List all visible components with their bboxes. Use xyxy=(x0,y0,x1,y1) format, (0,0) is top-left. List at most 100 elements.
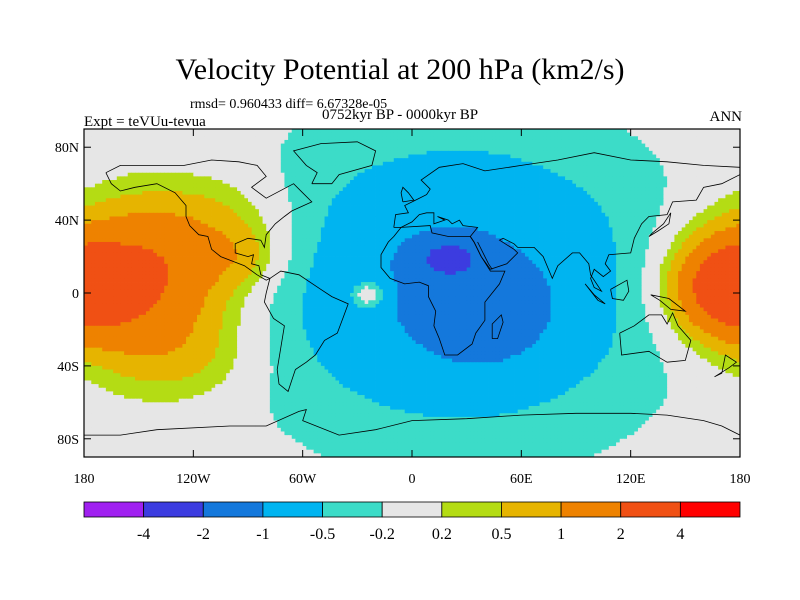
field-cell xyxy=(397,194,402,199)
field-cell xyxy=(707,136,712,141)
field-cell xyxy=(94,172,99,177)
field-cell xyxy=(652,143,657,148)
field-cell xyxy=(627,150,632,155)
field-cell xyxy=(320,158,325,163)
field-cell xyxy=(386,154,391,159)
field-cell xyxy=(200,169,205,174)
field-cell xyxy=(404,209,409,214)
field-cell xyxy=(269,227,274,232)
field-cell xyxy=(477,176,482,181)
field-cell xyxy=(175,194,180,199)
field-cell xyxy=(386,187,391,192)
field-cell xyxy=(120,172,125,177)
field-cell xyxy=(572,143,577,148)
field-cell xyxy=(412,139,417,144)
field-cell xyxy=(412,132,417,137)
field-cell xyxy=(539,194,544,199)
field-cell xyxy=(484,198,489,203)
field-cell xyxy=(721,194,726,199)
field-cell xyxy=(357,198,362,203)
field-cell xyxy=(652,176,657,181)
field-cell xyxy=(441,194,446,199)
field-cell xyxy=(499,165,504,170)
field-cell xyxy=(218,223,223,228)
field-cell xyxy=(222,180,227,185)
field-cell xyxy=(641,209,646,214)
field-cell xyxy=(309,187,314,192)
field-cell xyxy=(495,190,500,195)
field-cell xyxy=(612,198,617,203)
field-cell xyxy=(142,180,147,185)
field-cell xyxy=(452,176,457,181)
field-cell xyxy=(288,205,293,210)
field-cell xyxy=(364,187,369,192)
field-cell xyxy=(306,129,311,134)
field-cell xyxy=(105,176,110,181)
field-cell xyxy=(313,147,318,152)
field-cell xyxy=(102,139,107,144)
field-cell xyxy=(306,205,311,210)
field-cell xyxy=(678,180,683,185)
field-cell xyxy=(546,180,551,185)
field-cell xyxy=(543,150,548,155)
field-cell xyxy=(346,158,351,163)
field-cell xyxy=(590,132,595,137)
field-cell xyxy=(379,143,384,148)
field-cell xyxy=(444,180,449,185)
field-cell xyxy=(412,172,417,177)
field-cell xyxy=(444,150,449,155)
field-cell xyxy=(193,158,198,163)
field-cell xyxy=(320,216,325,221)
field-cell xyxy=(295,183,300,188)
field-cell xyxy=(568,190,573,195)
field-cell xyxy=(350,150,355,155)
field-cell xyxy=(175,132,180,137)
field-cell xyxy=(299,201,304,206)
field-cell xyxy=(426,150,431,155)
field-cell xyxy=(535,201,540,206)
field-cell xyxy=(91,161,96,166)
field-cell xyxy=(226,198,231,203)
field-cell xyxy=(659,143,664,148)
field-cell xyxy=(535,172,540,177)
field-cell xyxy=(160,136,165,141)
field-cell xyxy=(207,169,212,174)
field-cell xyxy=(335,212,340,217)
field-cell xyxy=(320,150,325,155)
field-cell xyxy=(484,147,489,152)
field-cell xyxy=(284,132,289,137)
field-cell xyxy=(266,227,271,232)
field-cell xyxy=(616,212,621,217)
field-cell xyxy=(211,198,216,203)
field-cell xyxy=(320,187,325,192)
field-cell xyxy=(524,198,530,203)
field-cell xyxy=(84,139,89,144)
field-cell xyxy=(324,180,329,185)
field-cell xyxy=(269,176,274,181)
field-cell xyxy=(390,183,395,188)
field-cell xyxy=(222,216,227,221)
field-cell xyxy=(401,216,406,221)
field-cell xyxy=(524,201,530,206)
field-cell xyxy=(470,165,475,170)
field-cell xyxy=(415,150,420,155)
field-cell xyxy=(346,132,351,137)
field-cell xyxy=(732,183,737,188)
field-cell xyxy=(455,201,460,206)
field-cell xyxy=(710,220,715,225)
field-cell xyxy=(375,180,380,185)
field-cell xyxy=(186,216,191,221)
field-cell xyxy=(692,136,697,141)
field-cell xyxy=(124,176,129,181)
field-cell xyxy=(506,139,511,144)
field-cell xyxy=(652,209,657,214)
field-cell xyxy=(306,150,311,155)
field-cell xyxy=(514,169,519,174)
field-cell xyxy=(554,187,559,192)
field-cell xyxy=(554,212,559,217)
field-cell xyxy=(659,165,664,170)
field-cell xyxy=(583,169,588,174)
field-cell xyxy=(565,216,570,221)
field-cell xyxy=(262,201,267,206)
field-cell xyxy=(149,205,154,210)
